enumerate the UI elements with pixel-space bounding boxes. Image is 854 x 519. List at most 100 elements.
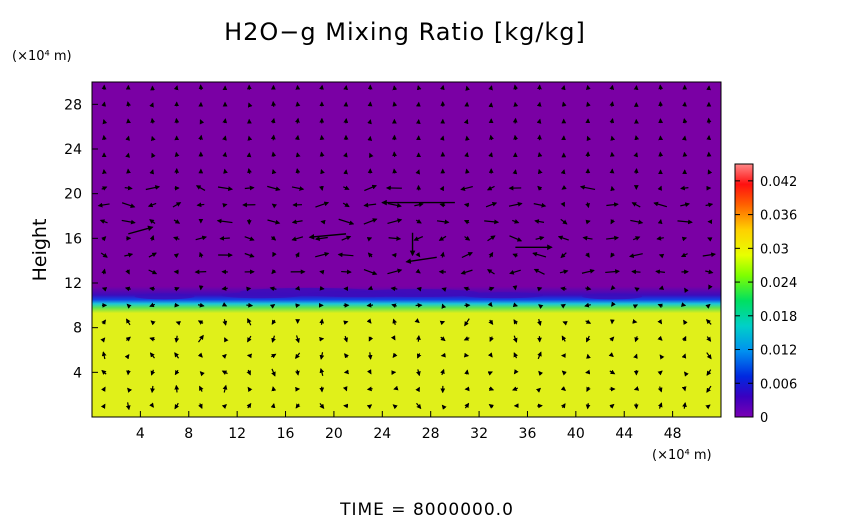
- wind-vector: [150, 385, 155, 394]
- wind-vector: [681, 236, 688, 242]
- band-blob: [358, 289, 479, 298]
- colorbar: 0 0.006 0.012 0.018 0.024 0.03 0.036 0.042: [734, 163, 797, 426]
- wind-vector: [246, 402, 252, 409]
- wind-vector: [486, 269, 495, 275]
- y-tick-label: 24: [64, 142, 82, 158]
- wind-vector: [363, 268, 378, 276]
- wind-vector: [271, 368, 276, 377]
- wind-vector: [102, 119, 108, 125]
- wind-vector: [585, 369, 591, 375]
- wind-vector: [174, 117, 180, 124]
- wind-vector: [126, 303, 132, 309]
- wind-vector: [415, 386, 420, 393]
- wind-vector: [537, 185, 543, 191]
- wind-vector: [148, 252, 157, 258]
- wind-vector: [314, 236, 328, 242]
- wind-vector: [533, 202, 547, 208]
- wind-vector: [271, 319, 277, 325]
- wind-vector: [295, 303, 301, 309]
- wind-vector: [439, 202, 446, 208]
- x-axis: 4 8 12 16 20 24 28 32 36 40 44 48: [136, 411, 682, 442]
- wind-vector: [101, 101, 107, 107]
- x-tick-label: 16: [277, 426, 295, 442]
- x-tick-label: 4: [136, 426, 145, 442]
- wind-vector: [609, 101, 615, 107]
- wind-vector: [706, 336, 712, 342]
- wind-vector: [585, 219, 591, 225]
- wind-vector: [271, 268, 277, 275]
- wind-vector: [634, 336, 639, 343]
- wind-vector: [295, 152, 301, 158]
- wind-vector: [465, 168, 470, 174]
- wind-vector: [149, 169, 155, 175]
- wind-vector: [271, 353, 277, 359]
- wind-vector: [610, 185, 616, 192]
- wind-vector: [707, 237, 713, 242]
- wind-vector: [128, 225, 154, 235]
- wind-vector: [294, 251, 300, 258]
- wind-vector: [270, 403, 276, 409]
- wind-vector: [537, 351, 542, 360]
- wind-vector: [149, 336, 155, 342]
- wind-vector: [367, 352, 373, 360]
- wind-vector: [487, 235, 496, 242]
- wind-vector: [174, 384, 180, 393]
- wind-vector: [586, 101, 591, 107]
- wind-vector: [460, 269, 473, 275]
- wind-vector: [586, 135, 592, 142]
- wind-vector: [559, 269, 569, 275]
- wind-vector: [387, 202, 402, 208]
- wind-vector: [149, 302, 156, 308]
- wind-vector: [97, 202, 110, 208]
- wind-vector: [267, 219, 281, 225]
- wind-vector: [463, 219, 470, 225]
- wind-vector: [319, 269, 325, 275]
- wind-vector: [366, 302, 374, 308]
- x-tick-label: 36: [519, 426, 537, 442]
- wind-vector: [196, 202, 205, 208]
- wind-vector: [439, 135, 445, 141]
- time-label: TIME = 8000000.0: [339, 500, 514, 519]
- wind-vector: [605, 269, 620, 274]
- colorbar-tick-label: 0.024: [760, 276, 797, 291]
- y-tick-label: 8: [73, 321, 82, 337]
- wind-vector: [488, 319, 494, 325]
- wind-vector: [222, 135, 227, 141]
- wind-vector: [390, 286, 398, 292]
- wind-vector: [487, 371, 493, 376]
- colorbar-ticks: 0 0.006 0.012 0.018 0.024 0.03 0.036 0.042: [735, 175, 797, 426]
- wind-vector: [308, 233, 347, 240]
- wind-vector: [343, 320, 349, 326]
- wind-vector: [413, 235, 424, 241]
- wind-vector: [609, 117, 615, 124]
- wind-vector: [536, 118, 542, 124]
- x-tick-label: 44: [615, 426, 633, 442]
- wind-vector: [246, 369, 251, 376]
- wind-vector: [343, 185, 350, 190]
- wind-vector: [680, 252, 688, 258]
- wind-vector: [439, 84, 445, 91]
- wind-vector: [416, 334, 421, 342]
- wind-vector: [224, 337, 229, 343]
- wind-vector: [270, 235, 277, 241]
- wind-vector: [706, 385, 712, 393]
- wind-vector: [124, 185, 133, 191]
- colorbar-gradient: [734, 163, 754, 418]
- wind-vector: [461, 252, 473, 259]
- y-tick-label: 16: [64, 231, 82, 247]
- wind-vector: [439, 320, 446, 326]
- wind-vector: [659, 354, 665, 360]
- wind-vector: [609, 369, 616, 375]
- wind-vector: [101, 319, 106, 325]
- colorbar-tick-label: 0.042: [760, 175, 797, 190]
- wind-vector: [682, 402, 687, 409]
- wind-vector: [319, 285, 325, 291]
- wind-vector: [244, 236, 255, 241]
- wind-vector: [337, 252, 354, 258]
- chart-title: H2O−g Mixing Ratio [kg/kg]: [224, 18, 586, 46]
- heatmap-background: [92, 82, 721, 417]
- wind-vector: [366, 237, 373, 242]
- wind-vector: [125, 135, 130, 141]
- wind-vector: [512, 335, 518, 343]
- wind-vector: [609, 336, 615, 342]
